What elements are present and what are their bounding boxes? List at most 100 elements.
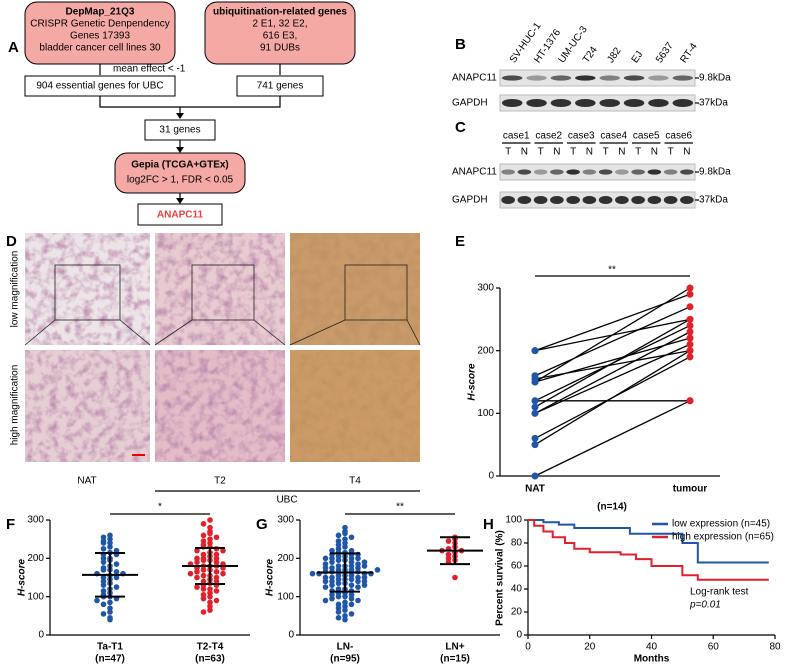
blot-band (623, 75, 645, 81)
point (342, 540, 348, 546)
point (342, 599, 348, 606)
y-axis-label: H-score (17, 558, 28, 596)
point (355, 578, 361, 585)
pair-line (534, 318, 691, 352)
histology: low magnification high magnification NAT… (10, 233, 421, 506)
point (329, 565, 335, 571)
point (100, 588, 107, 594)
point (329, 555, 335, 562)
annotation: p=0.01 (689, 600, 721, 611)
panel-label: C (455, 119, 466, 136)
point (686, 353, 694, 361)
blot-band (550, 75, 572, 81)
tn-label: T (668, 147, 674, 158)
point (329, 559, 335, 565)
point (686, 284, 694, 292)
point (335, 580, 342, 587)
x-tick-label: 0 (525, 642, 531, 653)
panel-label: B (455, 36, 466, 53)
panel-label: A (8, 39, 19, 56)
blot-band (631, 196, 645, 204)
point (348, 591, 355, 598)
point (329, 547, 335, 554)
image-texture (290, 350, 420, 462)
point (342, 524, 348, 531)
blot-band (501, 169, 515, 175)
point (200, 595, 207, 602)
point (342, 613, 348, 619)
column-label: NAT (77, 476, 96, 487)
blot-band (672, 75, 694, 81)
point (207, 536, 213, 542)
panel-label: E (455, 233, 465, 250)
arrow-head (176, 113, 184, 119)
node-line: 616 E3, (263, 31, 297, 42)
point (335, 545, 342, 552)
point (342, 536, 348, 542)
x-tick-label: NAT (525, 484, 545, 495)
x-axis-label: Months (634, 654, 670, 665)
point (322, 555, 329, 562)
lane-label: RT-4 (678, 41, 700, 65)
blot-band (533, 169, 548, 175)
point (342, 603, 348, 610)
blot-band (582, 169, 597, 175)
point (531, 403, 539, 411)
node-line: CRISPR Genetic Denpendency (30, 19, 170, 30)
point (100, 582, 107, 588)
blot-band (501, 196, 515, 204)
pair-line (534, 350, 691, 380)
point (100, 545, 107, 552)
point (207, 590, 213, 596)
x-tick-label: tumour (673, 484, 708, 495)
point (207, 517, 213, 523)
y-tick-label: 20 (511, 607, 523, 618)
point (361, 563, 368, 569)
point (207, 599, 213, 606)
node-title: ANAPC11 (157, 210, 204, 221)
point (329, 578, 335, 585)
error-bar (440, 536, 470, 566)
point (200, 586, 207, 592)
point (348, 576, 355, 583)
point (187, 570, 194, 577)
column-label: T2 (214, 476, 226, 487)
node-title: 741 genes (257, 81, 304, 92)
point (107, 609, 113, 615)
node-title: 904 essential genes for UBC (36, 81, 163, 92)
node-line: 2 E1, 32 E2, (252, 19, 307, 30)
point (200, 572, 207, 579)
point (113, 584, 120, 590)
point (686, 303, 694, 311)
point (355, 597, 361, 604)
blot-band (501, 75, 523, 81)
case-label: case1 (503, 131, 530, 142)
point (686, 340, 694, 348)
pair-line (534, 337, 691, 383)
point (322, 561, 329, 567)
node-title: 31 genes (159, 125, 200, 136)
point (348, 534, 355, 541)
point (107, 599, 113, 606)
blot-band (575, 75, 596, 81)
blot-band (517, 169, 532, 175)
point (686, 334, 694, 342)
point (686, 315, 694, 323)
point (200, 609, 207, 615)
point (113, 561, 120, 567)
point (531, 397, 539, 405)
point (200, 551, 207, 558)
point (194, 547, 200, 554)
point (200, 557, 207, 564)
point (335, 567, 342, 573)
point (335, 538, 342, 544)
tn-label: N (651, 147, 658, 158)
zoom-box (344, 264, 408, 321)
point (194, 555, 200, 562)
y-tick-label: 80 (511, 538, 523, 549)
column-label: T4 (349, 476, 361, 487)
significance-label: ** (396, 502, 404, 513)
point (200, 538, 207, 544)
y-tick-label: 0 (488, 471, 494, 482)
point (452, 574, 458, 581)
